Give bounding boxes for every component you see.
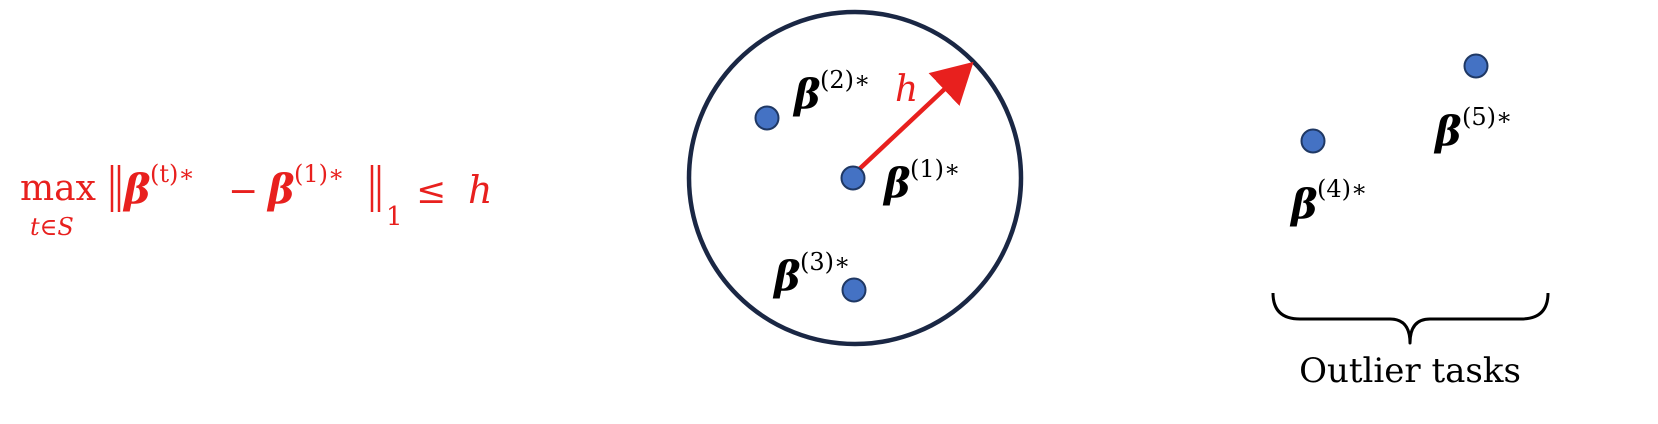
label-beta-4-sup: (4)∗ [1317,175,1367,203]
formula-minus: − [228,171,258,212]
label-beta-5: β (5)∗ [1433,103,1512,155]
label-beta-1-symbol: β [882,160,911,207]
formula-max: max [20,168,96,209]
formula-beta-t: β [122,166,151,213]
label-beta-2-sup: (2)∗ [820,66,870,94]
radius-label: h [895,69,918,110]
point-beta-4 [1300,128,1326,154]
label-beta-1-sup: (1)∗ [910,155,960,183]
label-beta-3: β (3)∗ [772,248,850,300]
label-beta-2: β (2)∗ [792,66,870,118]
label-beta-3-symbol: β [772,253,801,300]
formula-norm-subscript: 1 [386,202,403,232]
point-beta-1 [840,165,866,191]
point-beta-2 [754,105,780,131]
formula-sup-1: (1)∗ [294,160,344,188]
label-beta-4-symbol: β [1289,181,1318,228]
similarity-circle [686,9,1024,347]
formula-beta-1: β [266,166,295,213]
outlier-caption: Outlier tasks [1299,351,1521,391]
point-beta-5 [1463,53,1489,79]
label-beta-3-sup: (3)∗ [800,248,850,276]
formula-bound-h: h [468,168,492,212]
formula-subscript-set: t∈S [30,213,74,241]
outlier-brace [1271,292,1550,345]
label-beta-4: β (4)∗ [1289,175,1367,228]
formula-sup-t: (t)∗ [150,160,195,188]
formula-leq: ≤ [416,171,446,212]
label-beta-5-symbol: β [1433,108,1462,155]
similarity-formula: max t∈S β (t)∗ − β (1)∗ 1 ≤ h [20,160,492,241]
label-beta-5-sup: (5)∗ [1462,103,1512,131]
label-beta-2-symbol: β [792,71,821,118]
point-beta-3 [841,277,867,303]
radius-arrow [851,61,974,177]
label-beta-1: β (1)∗ [882,155,960,207]
